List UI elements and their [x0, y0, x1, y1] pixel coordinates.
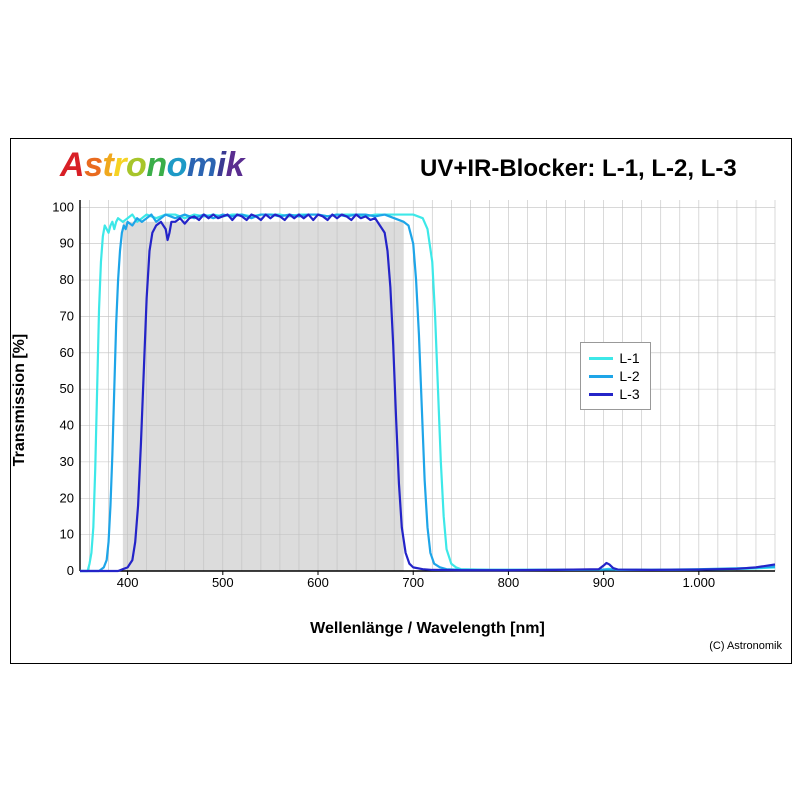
legend-label: L-1 [619, 350, 639, 366]
svg-text:60: 60 [60, 345, 74, 360]
svg-text:70: 70 [60, 308, 74, 323]
svg-text:800: 800 [498, 575, 520, 590]
legend-swatch [589, 375, 613, 378]
legend-item: L-1 [589, 349, 639, 367]
chart-title: UV+IR-Blocker: L-1, L-2, L-3 [420, 155, 737, 183]
legend-item: L-2 [589, 367, 639, 385]
svg-text:900: 900 [593, 575, 615, 590]
svg-text:0: 0 [67, 563, 74, 578]
svg-text:500: 500 [212, 575, 234, 590]
chart-svg: 0102030405060708090100400500600700800900… [80, 200, 775, 595]
svg-text:30: 30 [60, 454, 74, 469]
svg-text:100: 100 [52, 199, 74, 214]
y-axis-label: Transmission [%] [11, 334, 29, 466]
svg-text:50: 50 [60, 381, 74, 396]
svg-text:700: 700 [402, 575, 424, 590]
copyright-credit: (C) Astronomik [709, 640, 782, 652]
svg-text:80: 80 [60, 272, 74, 287]
svg-text:1.000: 1.000 [683, 575, 716, 590]
svg-text:40: 40 [60, 418, 74, 433]
chart-plot-area: 0102030405060708090100400500600700800900… [80, 200, 775, 595]
legend: L-1 L-2 L-3 [580, 342, 650, 410]
legend-swatch [589, 357, 613, 360]
legend-swatch [589, 393, 613, 396]
svg-text:20: 20 [60, 490, 74, 505]
svg-text:600: 600 [307, 575, 329, 590]
x-axis-label: Wellenlänge / Wavelength [nm] [80, 620, 775, 638]
legend-label: L-2 [619, 368, 639, 384]
brand-logo: Astronomik [60, 146, 244, 185]
svg-text:400: 400 [117, 575, 139, 590]
svg-text:10: 10 [60, 527, 74, 542]
svg-text:90: 90 [60, 236, 74, 251]
legend-label: L-3 [619, 386, 639, 402]
legend-item: L-3 [589, 385, 639, 403]
